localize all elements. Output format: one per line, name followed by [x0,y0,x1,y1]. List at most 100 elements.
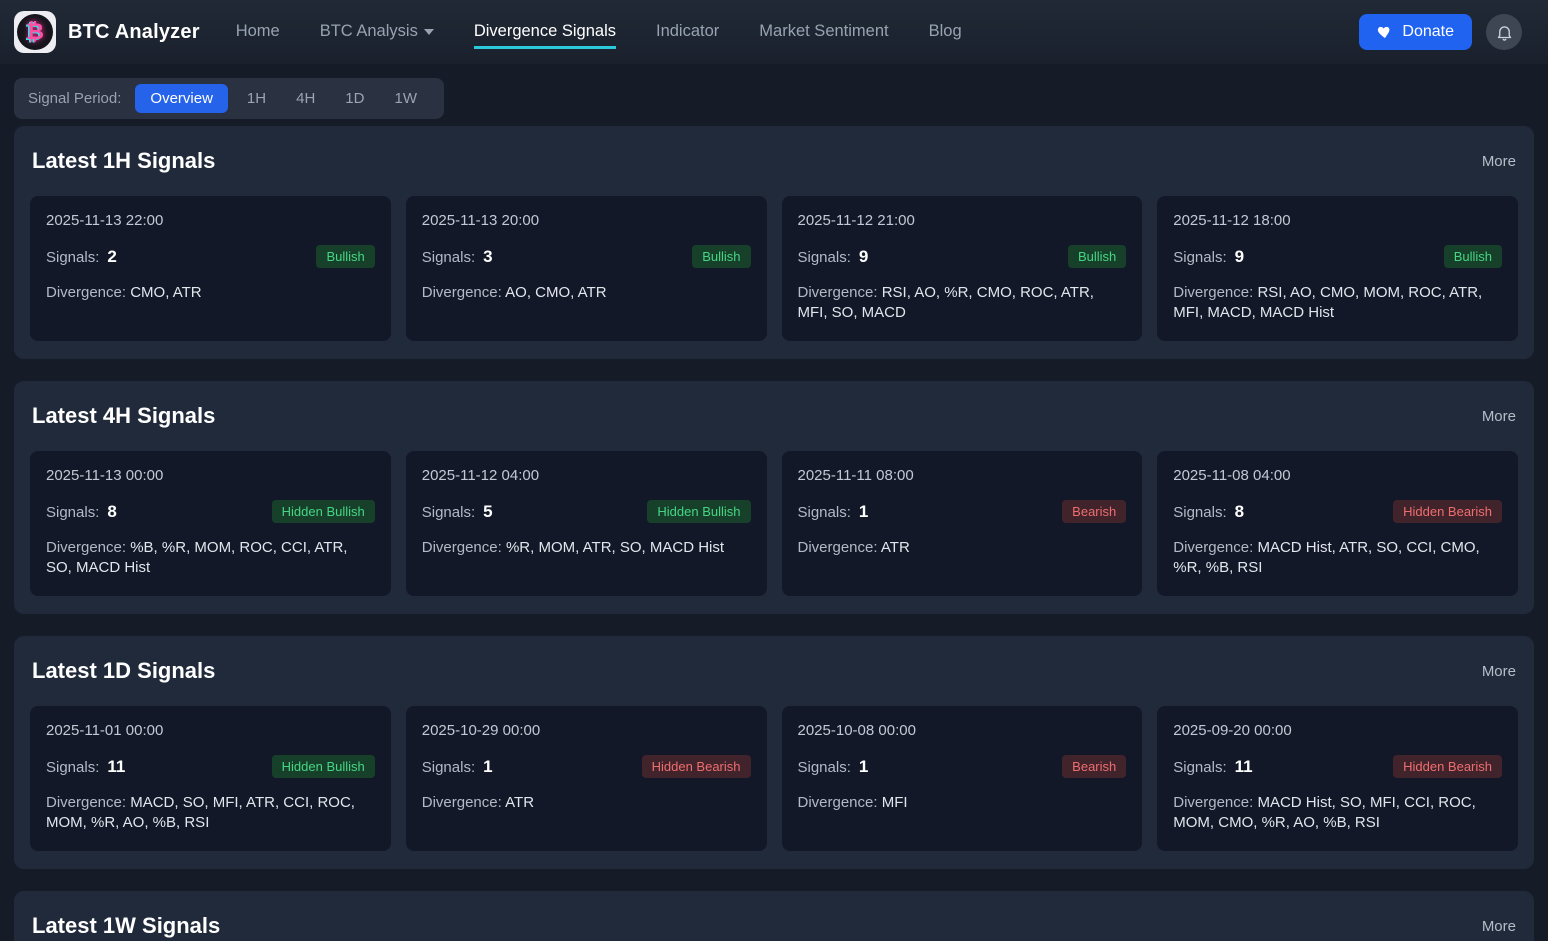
more-link[interactable]: More [1481,662,1516,680]
divergence-label: Divergence: [421,539,502,556]
signals-label: Signals: [421,248,476,266]
signals-label: Signals: [797,248,851,266]
signals-row: Signals: 1 Bearish [798,500,1127,523]
divergence-label: Divergence: [1173,539,1254,556]
period-option-4h[interactable]: 4H [285,84,326,113]
status-badge: Bullish [692,245,751,268]
signals-label: Signals: [1173,503,1227,521]
signal-section: Latest 4H Signals More 2025-11-13 00:00 … [14,381,1534,614]
filter-bar-row: Signal Period: Overview 1H 4H 1D 1W [0,64,1548,119]
signal-card[interactable]: 2025-11-12 04:00 Signals: 5 Hidden Bulli… [405,451,767,596]
signal-card[interactable]: 2025-11-13 22:00 Signals: 2 Bullish Dive… [30,196,391,341]
more-link[interactable]: More [1481,917,1516,935]
donate-button[interactable]: Donate [1359,14,1472,50]
signals-label: Signals: [797,758,851,776]
status-badge: Hidden Bullish [271,500,375,523]
card-timestamp: 2025-10-29 00:00 [421,722,541,739]
signal-card[interactable]: 2025-11-13 20:00 Signals: 3 Bullish Dive… [405,196,767,341]
status-badge: Hidden Bearish [1393,755,1502,778]
divergence-label: Divergence: [46,794,127,811]
nav-item-divergence-signals[interactable]: Divergence Signals [473,16,616,49]
section-title: Latest 1H Signals [32,148,216,173]
notification-bell-button[interactable] [1486,14,1522,50]
card-timestamp: 2025-11-12 21:00 [797,212,915,229]
signal-card[interactable]: 2025-09-20 00:00 Signals: 11 Hidden Bear… [1157,706,1518,851]
signals-row: Signals: 11 Hidden Bullish [46,755,375,778]
signal-card[interactable]: 2025-11-12 18:00 Signals: 9 Bullish Dive… [1157,196,1518,341]
divergence-row: Divergence: ATR [798,538,1127,558]
divergence-label: Divergence: [421,284,502,301]
divergence-list: %R, MOM, ATR, SO, MACD Hist [505,539,725,556]
period-option-overview[interactable]: Overview [135,84,228,113]
status-badge: Hidden Bullish [647,500,751,523]
signals-count: 8 [107,501,117,521]
app-logo[interactable]: ₿ [14,11,56,53]
signals-row: Signals: 1 Bearish [798,755,1127,778]
card-timestamp: 2025-11-13 00:00 [46,467,164,484]
signals-count: 1 [483,756,493,776]
signals-row: Signals: 8 Hidden Bearish [1173,500,1502,523]
status-badge: Hidden Bearish [1393,500,1502,523]
signals-row: Signals: 2 Bullish [46,245,375,268]
more-link[interactable]: More [1481,407,1516,425]
chevron-down-icon [423,29,434,35]
card-timestamp: 2025-11-01 00:00 [46,722,164,739]
signals-label: Signals: [797,503,851,521]
divergence-row: Divergence: %R, MOM, ATR, SO, MACD Hist [422,538,751,558]
divergence-list: RSI, AO, CMO, MOM, ROC, ATR, MFI, MACD, … [1173,284,1483,321]
period-option-1d[interactable]: 1D [334,84,375,113]
period-option-1h[interactable]: 1H [236,84,277,113]
status-badge: Hidden Bullish [271,755,375,778]
signals-count: 1 [858,501,869,521]
signal-section: Latest 1D Signals More 2025-11-01 00:00 … [14,636,1534,869]
app-header: ₿ BTC Analyzer Home BTC Analysis Divergenc… [0,0,1548,64]
signals-row: Signals: 5 Hidden Bullish [422,500,751,523]
divergence-label: Divergence: [797,794,878,811]
signals-row: Signals: 3 Bullish [422,245,751,268]
status-badge: Bullish [316,245,375,268]
signal-card[interactable]: 2025-11-13 00:00 Signals: 8 Hidden Bulli… [30,451,391,596]
signal-card[interactable]: 2025-11-08 04:00 Signals: 8 Hidden Beari… [1157,451,1518,596]
nav-item-label: Blog [928,21,962,40]
signals-count: 9 [858,246,869,266]
signal-card[interactable]: 2025-11-11 08:00 Signals: 1 Bearish Dive… [781,451,1143,596]
signal-period-label: Signal Period: [28,90,122,107]
divergence-row: Divergence: MACD Hist, ATR, SO, CCI, CMO… [1173,538,1502,578]
signal-card[interactable]: 2025-10-29 00:00 Signals: 1 Hidden Beari… [405,706,767,851]
main-nav: Home BTC Analysis Divergence Signals Indica… [236,16,962,49]
divergence-list: ATR [505,794,535,811]
signal-card[interactable]: 2025-10-08 00:00 Signals: 1 Bearish Dive… [781,706,1143,851]
divergence-label: Divergence: [1173,794,1254,811]
divergence-list: MFI [881,794,908,811]
header-actions: Donate [1359,14,1522,50]
nav-item-label: BTC Analysis [319,21,418,40]
section-title: Latest 1D Signals [32,658,216,683]
divergence-list: RSI, AO, %R, CMO, ROC, ATR, MFI, SO, MAC… [797,284,1094,321]
signals-count: 11 [1234,756,1253,776]
divergence-list: MACD Hist, SO, MFI, CCI, ROC, MOM, CMO, … [1173,794,1476,831]
divergence-row: Divergence: %B, %R, MOM, ROC, CCI, ATR, … [46,538,375,578]
donate-label: Donate [1402,23,1454,40]
sections-container: Latest 1H Signals More 2025-11-13 22:00 … [0,119,1548,941]
signal-card[interactable]: 2025-11-12 21:00 Signals: 9 Bullish Dive… [781,196,1143,341]
heart-icon [1377,24,1393,40]
signals-row: Signals: 11 Hidden Bearish [1173,755,1502,778]
nav-item-blog[interactable]: Blog [929,16,962,49]
card-timestamp: 2025-11-13 22:00 [46,212,164,229]
divergence-list: ATR [880,539,910,556]
period-option-1w[interactable]: 1W [383,84,428,113]
nav-item-market-sentiment[interactable]: Market Sentiment [759,16,888,49]
status-badge: Bearish [1062,500,1127,523]
nav-item-indicator[interactable]: Indicator [656,16,719,49]
nav-item-home[interactable]: Home [236,16,280,49]
signals-label: Signals: [1173,248,1227,266]
cards-grid: 2025-11-13 00:00 Signals: 8 Hidden Bulli… [30,451,1518,596]
divergence-label: Divergence: [46,284,127,301]
nav-item-btc-analysis[interactable]: BTC Analysis [320,16,434,49]
status-badge: Bullish [1067,245,1127,268]
more-link[interactable]: More [1481,152,1516,170]
card-timestamp: 2025-11-08 04:00 [1173,467,1291,484]
signal-card[interactable]: 2025-11-01 00:00 Signals: 11 Hidden Bull… [30,706,391,851]
divergence-row: Divergence: RSI, AO, CMO, MOM, ROC, ATR,… [1173,283,1502,323]
divergence-row: Divergence: MACD, SO, MFI, ATR, CCI, ROC… [46,793,375,833]
